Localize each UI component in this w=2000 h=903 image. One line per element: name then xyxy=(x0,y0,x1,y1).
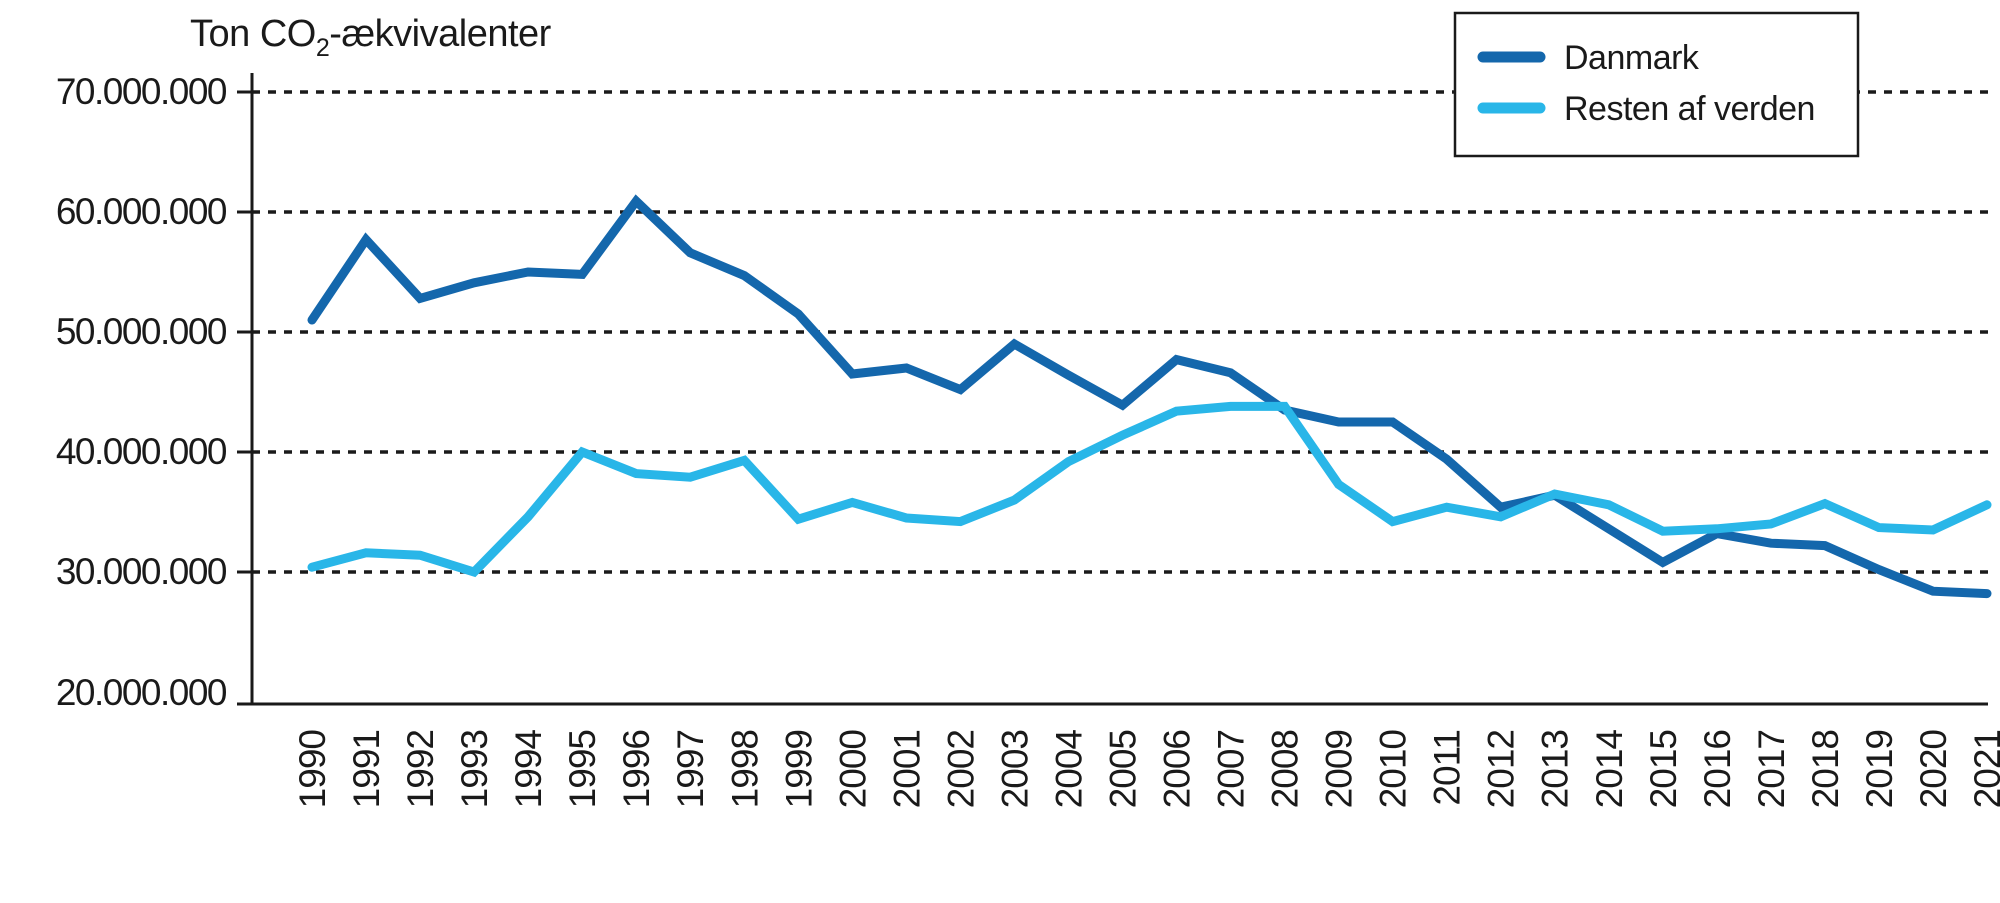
x-axis-tick-label: 2021 xyxy=(1967,730,2000,808)
x-axis-tick-label: 1994 xyxy=(508,730,549,809)
x-axis-tick-label: 2007 xyxy=(1211,730,1252,808)
x-axis-tick-label: 2015 xyxy=(1643,730,1684,809)
x-axis-tick-label: 1999 xyxy=(778,730,819,808)
x-axis-tick-label: 2003 xyxy=(994,730,1035,808)
y-axis-tick-label: 60.000.000 xyxy=(56,191,227,232)
y-axis-tick-label: 50.000.000 xyxy=(56,311,227,352)
x-axis-tick-label: 2019 xyxy=(1859,730,1900,808)
danmark-line xyxy=(307,194,1992,599)
x-axis-tick-label: 2020 xyxy=(1913,730,1954,809)
x-axis-tick-label: 1991 xyxy=(346,730,387,808)
x-axis-tick-label: 2008 xyxy=(1265,730,1306,808)
x-axis-tick-label: 2017 xyxy=(1751,730,1792,808)
y-axis-tick-label: 70.000.000 xyxy=(56,71,227,112)
x-axis-tick-label: 2018 xyxy=(1805,730,1846,808)
y-axis-tick-label: 30.000.000 xyxy=(56,551,227,592)
x-axis-tick-label: 2000 xyxy=(832,730,873,809)
x-axis-tick-label: 2012 xyxy=(1481,730,1522,808)
x-axis-tick-label: 2002 xyxy=(940,730,981,808)
legend-label-danmark: Danmark xyxy=(1564,39,1700,77)
x-axis-tick-label: 2006 xyxy=(1157,730,1198,808)
x-axis-tick-label: 2011 xyxy=(1427,730,1468,806)
x-axis-tick-label: 1990 xyxy=(292,730,333,809)
legend: Danmark Resten af verden xyxy=(1453,11,1860,158)
x-axis-tick-label: 1998 xyxy=(724,730,765,808)
x-axis-tick-label: 2009 xyxy=(1319,730,1360,808)
resten-af-verden-line xyxy=(307,401,1992,578)
legend-box xyxy=(1453,11,1860,158)
x-axis-tick-label: 2014 xyxy=(1589,730,1630,809)
y-axis-tick-label: 40.000.000 xyxy=(56,431,227,472)
x-axis-tick-label: 1996 xyxy=(616,730,657,808)
x-axis-tick-label: 2010 xyxy=(1373,730,1414,809)
x-axis-tick-label: 2004 xyxy=(1048,730,1089,809)
x-axis-tick-label: 1997 xyxy=(670,730,711,808)
x-axis-tick-label: 2016 xyxy=(1697,730,1738,808)
x-axis-tick-label: 1993 xyxy=(454,730,495,808)
chart-title: Ton CO2-ækvivalenter xyxy=(190,13,552,62)
x-axis-tick-label: 2013 xyxy=(1535,730,1576,808)
x-axis-tick-label: 1995 xyxy=(562,730,603,809)
y-axis-tick-label: 20.000.000 xyxy=(56,672,227,713)
x-axis-tick-label: 2001 xyxy=(886,730,927,808)
x-axis-tick-label: 1992 xyxy=(400,730,441,808)
x-axis-tick-label: 2005 xyxy=(1102,730,1143,809)
legend-label-resten-af-verden: Resten af verden xyxy=(1564,90,1815,128)
